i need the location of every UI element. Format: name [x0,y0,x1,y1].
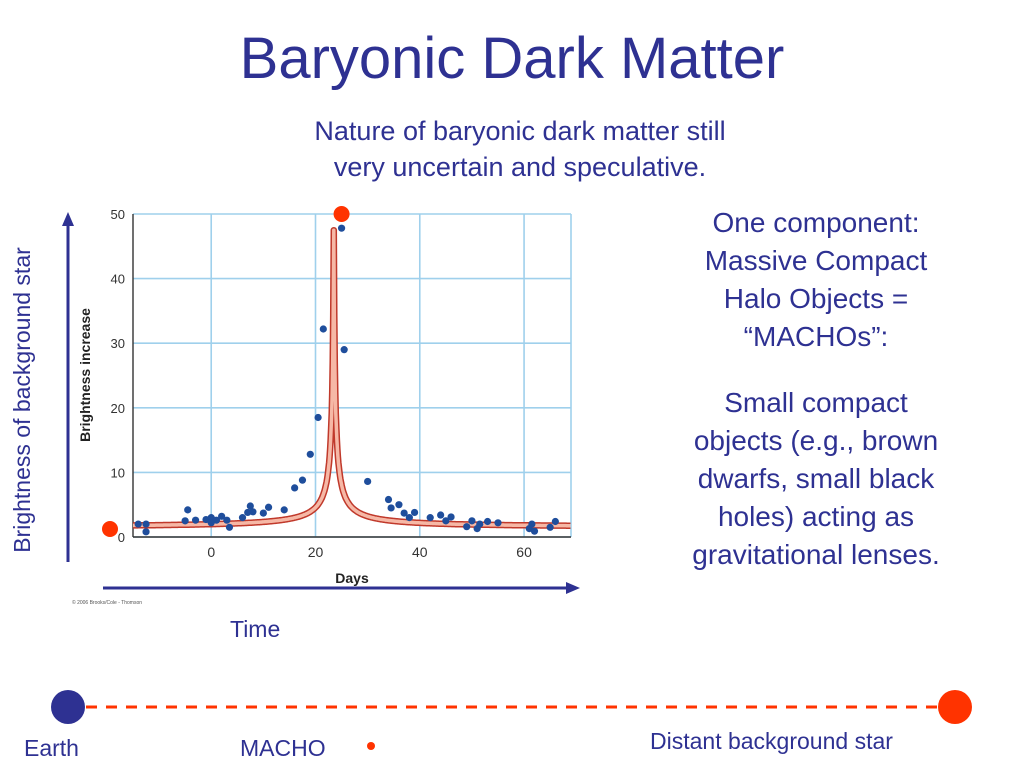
data-point [494,519,502,527]
y-tick-label: 0 [118,530,125,545]
data-point [218,512,226,520]
data-point [225,523,234,531]
fit-curve-inner [133,228,571,528]
lens-line-1: Small compact [724,387,908,418]
data-point [395,501,403,509]
data-point [437,511,445,519]
data-point [546,523,554,531]
data-point [384,495,393,504]
data-point [291,484,299,492]
macho-line-4: “MACHOs”: [743,321,889,352]
fit-curve [133,226,571,529]
data-points [134,224,559,536]
data-point [410,508,419,517]
data-point [314,413,322,422]
data-point [405,514,413,522]
data-point [184,506,192,514]
data-point [426,514,434,522]
macho-line-1: One component: [712,207,920,238]
x-tick-label: 40 [412,544,428,560]
x-axis-label: Days [335,570,369,586]
y-tick-label: 30 [111,336,125,351]
star-dot [938,690,972,724]
data-point [280,506,288,514]
y-tick-label: 50 [111,207,125,222]
time-label: Time [230,616,281,642]
macho-line-3: Halo Objects = [723,283,909,314]
lens-line-4: holes) acting as [717,501,915,532]
plot-frame [132,214,571,538]
data-point [468,517,476,525]
data-point [400,509,408,517]
data-point [134,520,142,528]
y-axis-label: Brightness increase [77,308,93,442]
data-point [223,516,231,524]
data-point [319,325,327,333]
peak-marker [333,206,350,222]
image-credit: © 2006 Brooks/Cole - Thomson [72,599,142,606]
data-point [181,517,189,525]
slide-title: Baryonic Dark Matter [239,26,785,91]
subtitle-line-1: Nature of baryonic dark matter still [314,116,726,146]
macho-label: MACHO [240,735,326,761]
data-point [463,523,471,531]
data-point [551,517,559,526]
data-point [442,517,450,525]
highlight-markers [102,206,350,537]
data-point [249,508,257,516]
x-tick-label: 60 [516,544,532,560]
lensing-geometry [51,690,972,750]
data-point [142,520,150,528]
earth-label: Earth [24,735,79,761]
data-point [528,520,536,528]
vertical-arrow-head [62,212,74,226]
data-point [264,503,273,511]
earth-dot [51,690,85,724]
data-point [191,516,200,524]
macho-description: One component: Massive Compact Halo Obje… [648,204,984,574]
data-point [483,517,492,526]
data-point [447,513,455,521]
data-point [142,528,150,536]
y-tick-label: 40 [111,272,125,287]
y-tick-label: 10 [111,465,125,480]
data-point [364,477,372,486]
lens-line-3: dwarfs, small black [697,463,935,494]
data-point [212,516,221,524]
x-tick-label: 0 [207,544,215,560]
data-point [340,346,348,354]
data-point [298,476,307,484]
data-point [246,502,254,510]
data-point [476,520,484,528]
chart-grid [133,213,572,538]
lens-line-5: gravitational lenses. [692,539,940,570]
y-tick-label: 20 [111,401,125,416]
macho-line-2: Massive Compact [704,245,928,276]
fit-curve-outer [133,226,571,529]
lens-line-2: objects (e.g., brown [693,425,939,456]
subtitle-line-2: very uncertain and speculative. [333,152,707,182]
macho-dot [367,742,375,750]
start-marker [102,521,118,537]
horizontal-arrow-head [566,582,580,594]
axis-arrows [62,212,580,594]
data-point [337,224,346,232]
star-label: Distant background star [650,728,893,754]
data-point [238,514,247,522]
data-point [306,450,314,458]
data-point [387,504,395,512]
x-tick-label: 20 [308,544,324,560]
data-point [259,509,267,517]
data-point [530,527,539,535]
tick-labels: 0 10 20 30 40 50 0 20 40 60 [111,207,533,560]
data-point [244,508,252,517]
axis-labels: Days Brightness increase © 2006 Brooks/C… [72,308,369,606]
slide-subtitle: Nature of baryonic dark matter still ver… [190,113,850,185]
